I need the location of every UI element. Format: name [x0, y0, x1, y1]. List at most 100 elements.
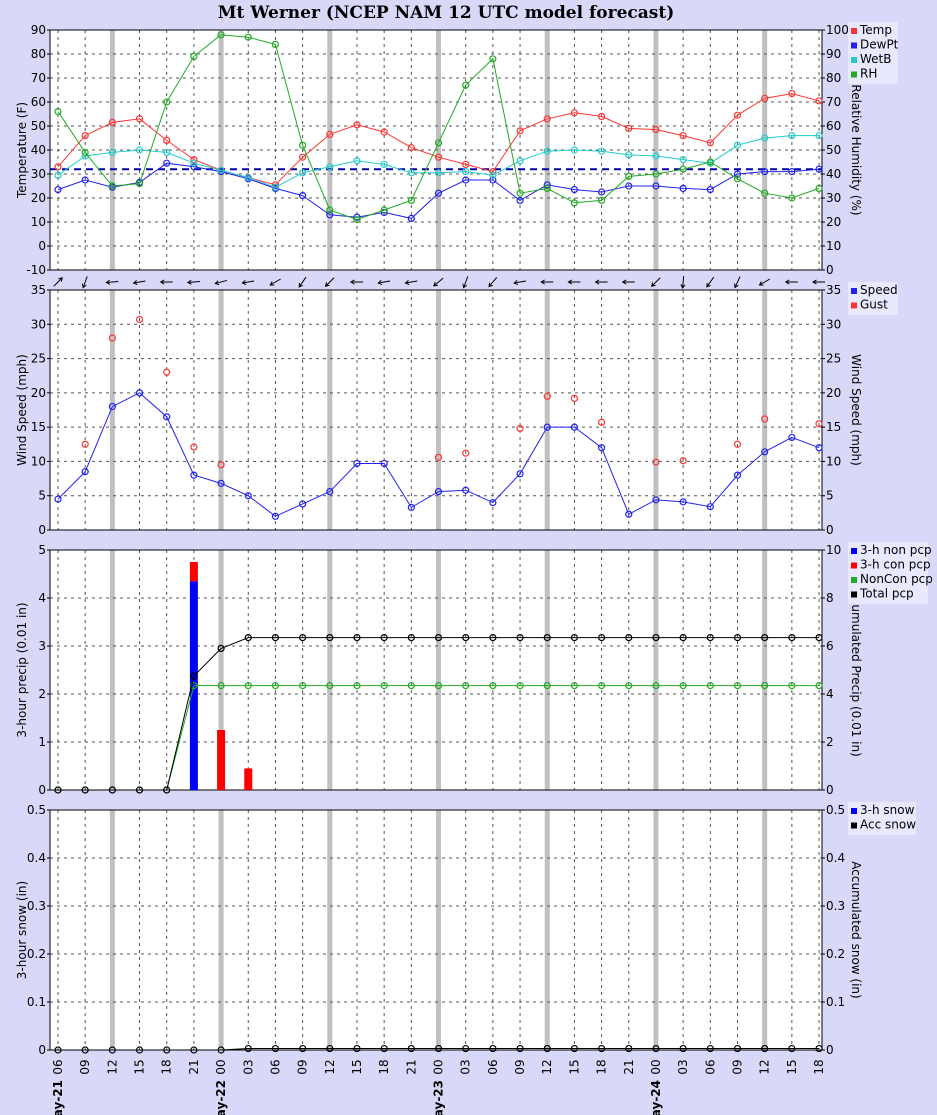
- rh-point: [706, 158, 714, 166]
- plot-frame: [49, 549, 823, 791]
- acc-snow-point: [326, 1044, 334, 1053]
- total-point: [108, 786, 116, 794]
- total-point: [81, 786, 89, 794]
- y-tick-label: 60: [31, 95, 46, 109]
- wind-arrow: [405, 280, 418, 284]
- panel-temperature: -10 0 10 20 30 40 50 60 70 80 90 0 10 20 30 40 50 60 70 80 9…: [15, 22, 899, 277]
- wind-arrow-head: [513, 280, 519, 285]
- acc-snow-point: [679, 1044, 687, 1053]
- total-point: [543, 633, 551, 642]
- wetb-point: [190, 159, 198, 167]
- speed-point: [679, 498, 687, 506]
- dewpt-point: [190, 163, 198, 171]
- speed-point: [597, 444, 606, 452]
- dewpt-point: [625, 182, 633, 190]
- rh-point: [54, 107, 62, 116]
- total-point: [679, 633, 687, 642]
- x-tick-label: 03: [676, 1059, 690, 1074]
- x-tick-label: 03: [459, 1059, 473, 1074]
- temp-point: [652, 126, 660, 134]
- temp-point: [163, 136, 171, 144]
- wind-arrow: [298, 276, 307, 288]
- dewpt-point: [299, 192, 307, 200]
- acc-snow-point: [353, 1044, 361, 1053]
- y2-tick-label: 0: [826, 783, 834, 797]
- y-tick-label: 0.5: [27, 803, 46, 817]
- y2-tick-label: 0.2: [826, 947, 845, 961]
- dewpt-point: [815, 165, 823, 173]
- speed-point: [54, 495, 62, 503]
- noncon-point: [815, 681, 823, 690]
- wind-arrow: [269, 278, 281, 286]
- y-tick-label: 40: [31, 143, 46, 157]
- temp-point: [597, 112, 606, 121]
- wind-arrow: [53, 277, 63, 287]
- rh-point: [489, 55, 497, 63]
- rh-line: [57, 34, 820, 221]
- con-pcp-bar: [189, 562, 198, 582]
- speed-point: [81, 468, 89, 476]
- wind-arrow: [734, 276, 741, 288]
- y2-tick-label: 0.1: [826, 995, 845, 1009]
- wind-arrow-head: [269, 281, 275, 286]
- dewpt-point: [407, 214, 415, 222]
- speed-line: [57, 392, 820, 517]
- wetb-point: [434, 169, 443, 177]
- y-tick-label: 2: [38, 687, 46, 701]
- x-tick-label: 15: [133, 1059, 147, 1074]
- y-axis-label: 3-hour snow (in): [15, 881, 29, 979]
- legend-entry: 3-h snow: [860, 803, 915, 817]
- speed-point: [163, 413, 171, 421]
- legend-swatch: [851, 822, 857, 829]
- temp-point: [190, 156, 198, 164]
- panel-precip: 0 1 2 3 4 5 0 2 4 6 8 10 3-hour precip (0.01 in) Accu…: [15, 542, 933, 797]
- y-tick-label: 30: [31, 317, 46, 331]
- plot-area: [50, 550, 822, 790]
- total-point: [163, 786, 171, 794]
- legend-entry: WetB: [860, 52, 891, 66]
- legend-swatch: [851, 548, 857, 554]
- x-tick-label: 06: [268, 1059, 282, 1074]
- gust-point: [597, 418, 606, 426]
- y2-tick-label: 35: [826, 283, 841, 297]
- wetb-point: [543, 147, 551, 155]
- y-tick-label: 80: [31, 47, 46, 61]
- noncon-point: [788, 681, 796, 690]
- rh-point: [815, 184, 823, 192]
- dewpt-point: [761, 168, 769, 176]
- y2-tick-label: 70: [826, 95, 841, 109]
- y2-axis-label: Relative Humidity (%): [849, 84, 863, 215]
- y-tick-label: 5: [38, 489, 46, 503]
- temp-point: [761, 94, 769, 103]
- y2-tick-label: 10: [826, 454, 841, 468]
- wind-arrow-head: [594, 279, 600, 285]
- x-tick-label: 18: [595, 1059, 609, 1074]
- noncon-point: [652, 681, 660, 690]
- noncon-point: [733, 681, 742, 690]
- panel-snow: 0 0.1 0.2 0.3 0.4 0.5 0 0.1 0.2 0.3 0.4 0.5 3-hour s…: [15, 802, 916, 1057]
- speed-point: [135, 389, 144, 397]
- legend-box: [848, 22, 898, 84]
- chart-title: Mt Werner (NCEP NAM 12 UTC model forecas…: [218, 3, 675, 23]
- wind-arrow: [133, 280, 146, 284]
- speed-point: [462, 486, 470, 494]
- acc-snow-point: [217, 1046, 225, 1054]
- rh-point: [761, 189, 769, 197]
- acc-snow-point: [407, 1044, 415, 1053]
- speed-point: [788, 433, 796, 442]
- plot-frame: [49, 29, 823, 271]
- y2-tick-label: 10: [826, 239, 841, 253]
- wind-arrow: [187, 280, 200, 284]
- y2-tick-label: 60: [826, 119, 841, 133]
- temp-point: [489, 168, 497, 176]
- y-axis-label: 3-hour precip (0.01 in): [15, 602, 29, 737]
- y2-tick-label: 100: [826, 23, 849, 37]
- wetb-point: [271, 183, 280, 191]
- noncon-point: [217, 681, 225, 690]
- x-tick-label: 18: [160, 1059, 174, 1074]
- wind-arrow-head: [706, 282, 711, 288]
- legend-entry: Acc snow: [860, 818, 916, 832]
- acc-snow-point: [489, 1044, 497, 1053]
- rh-point: [625, 172, 633, 180]
